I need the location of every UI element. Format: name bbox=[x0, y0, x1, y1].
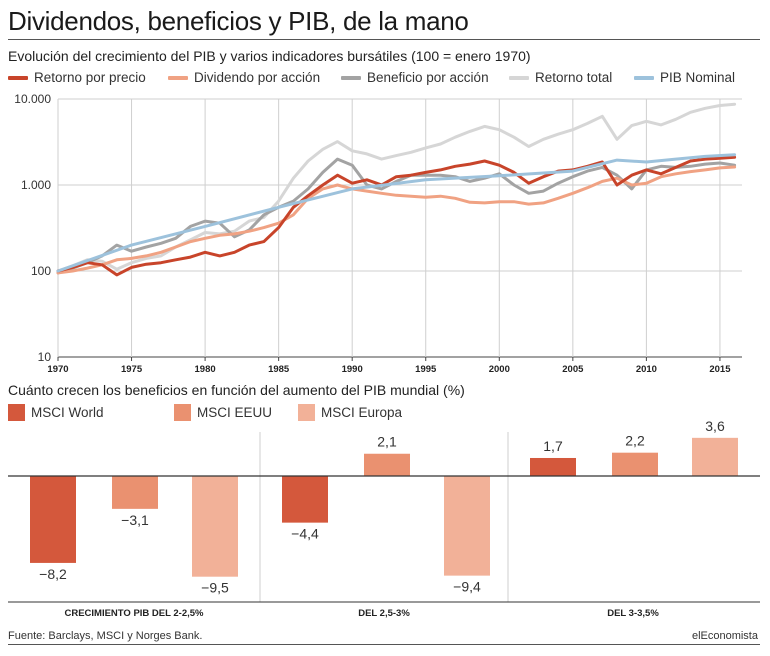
bar bbox=[364, 453, 410, 476]
bar bbox=[112, 476, 158, 509]
x-tick-label: 2000 bbox=[489, 364, 510, 375]
x-tick-label: 1995 bbox=[415, 364, 437, 375]
bar-chart-legend: MSCI World MSCI EEUU MSCI Europa bbox=[8, 404, 402, 421]
bar bbox=[530, 457, 576, 476]
bar bbox=[612, 452, 658, 476]
y-tick-label: 100 bbox=[31, 264, 51, 278]
x-tick-label: 2005 bbox=[562, 364, 584, 375]
legend-label: Beneficio por acción bbox=[367, 70, 489, 85]
legend-swatch bbox=[634, 75, 654, 80]
legend-label: Retorno por precio bbox=[34, 70, 146, 85]
bar-value-label: −9,5 bbox=[201, 580, 229, 596]
y-tick-label: 10.000 bbox=[14, 92, 51, 106]
bar-value-label: −3,1 bbox=[121, 512, 149, 528]
x-tick-label: 2010 bbox=[636, 364, 657, 375]
legend-swatch bbox=[341, 75, 361, 80]
legend-swatch bbox=[298, 404, 315, 421]
legend-swatch bbox=[168, 75, 188, 80]
legend-item-beneficio: Beneficio por acción bbox=[341, 70, 509, 85]
bottom-rule bbox=[8, 644, 760, 645]
bar bbox=[282, 476, 328, 523]
legend-swatch bbox=[8, 404, 25, 421]
x-tick-label: 1975 bbox=[121, 364, 143, 375]
brand-credit: elEconomista bbox=[691, 630, 758, 642]
line-chart: 10 100 1.000 10.000 1970 1975 1980 1985 1990 1995… bbox=[14, 92, 742, 375]
legend-label: Retorno total bbox=[535, 70, 613, 85]
bar-value-label: 2,2 bbox=[625, 433, 645, 449]
bar-value-label: 1,7 bbox=[543, 438, 563, 454]
bar-value-label: −9,4 bbox=[453, 579, 481, 595]
legend-item-msci-europa: MSCI Europa bbox=[298, 404, 402, 421]
legend-label: MSCI EEUU bbox=[197, 405, 273, 420]
legend-label: PIB Nominal bbox=[660, 70, 736, 85]
series-line-retorno-por-precio bbox=[56, 155, 737, 277]
legend-item-retorno-precio: Retorno por precio bbox=[8, 70, 168, 85]
top-rule bbox=[8, 39, 760, 40]
series-line-pib-nominal bbox=[56, 153, 737, 273]
bar-value-label: −8,2 bbox=[39, 566, 67, 582]
legend-item-pib: PIB Nominal bbox=[634, 70, 735, 85]
category-label: DEL 2,5-3% bbox=[358, 608, 410, 619]
bar-value-label: 2,1 bbox=[377, 434, 397, 450]
legend-label: MSCI Europa bbox=[321, 405, 403, 420]
source-note: Fuente: Barclays, MSCI y Norges Bank. bbox=[8, 630, 203, 642]
legend-item-dividendo: Dividendo por acción bbox=[168, 70, 341, 85]
y-tick-label: 10 bbox=[38, 350, 52, 364]
legend-swatch bbox=[174, 404, 191, 421]
line-chart-subtitle: Evolución del crecimiento del PIB y vari… bbox=[8, 48, 531, 64]
bar bbox=[692, 437, 738, 476]
legend-label: Dividendo por acción bbox=[194, 70, 321, 85]
chart-title: Dividendos, beneficios y PIB, de la mano bbox=[8, 6, 469, 36]
legend-swatch bbox=[509, 75, 529, 80]
legend-label: MSCI World bbox=[31, 405, 104, 420]
legend-item-msci-eeuu: MSCI EEUU bbox=[174, 404, 298, 421]
x-tick-label: 2015 bbox=[709, 364, 731, 375]
bar-value-label: −4,4 bbox=[291, 526, 319, 542]
bar bbox=[192, 476, 238, 577]
x-tick-label: 1980 bbox=[195, 364, 216, 375]
y-tick-label: 1.000 bbox=[21, 178, 51, 192]
legend-item-retorno-total: Retorno total bbox=[509, 70, 634, 85]
x-tick-label: 1985 bbox=[268, 364, 290, 375]
legend-swatch bbox=[8, 75, 28, 80]
x-tick-label: 1990 bbox=[342, 364, 363, 375]
bar-value-label: 3,6 bbox=[705, 418, 725, 434]
bar bbox=[30, 476, 76, 563]
category-label: CRECIMIENTO PIB DEL 2-2,5% bbox=[64, 608, 204, 619]
legend-item-msci-world: MSCI World bbox=[8, 404, 174, 421]
bar-chart-subtitle: Cuánto crecen los beneficios en función … bbox=[8, 382, 465, 398]
line-chart-legend: Retorno por precio Dividendo por acción … bbox=[8, 70, 735, 85]
bar bbox=[444, 476, 490, 576]
category-label: DEL 3-3,5% bbox=[607, 608, 659, 619]
x-tick-label: 1970 bbox=[47, 364, 68, 375]
